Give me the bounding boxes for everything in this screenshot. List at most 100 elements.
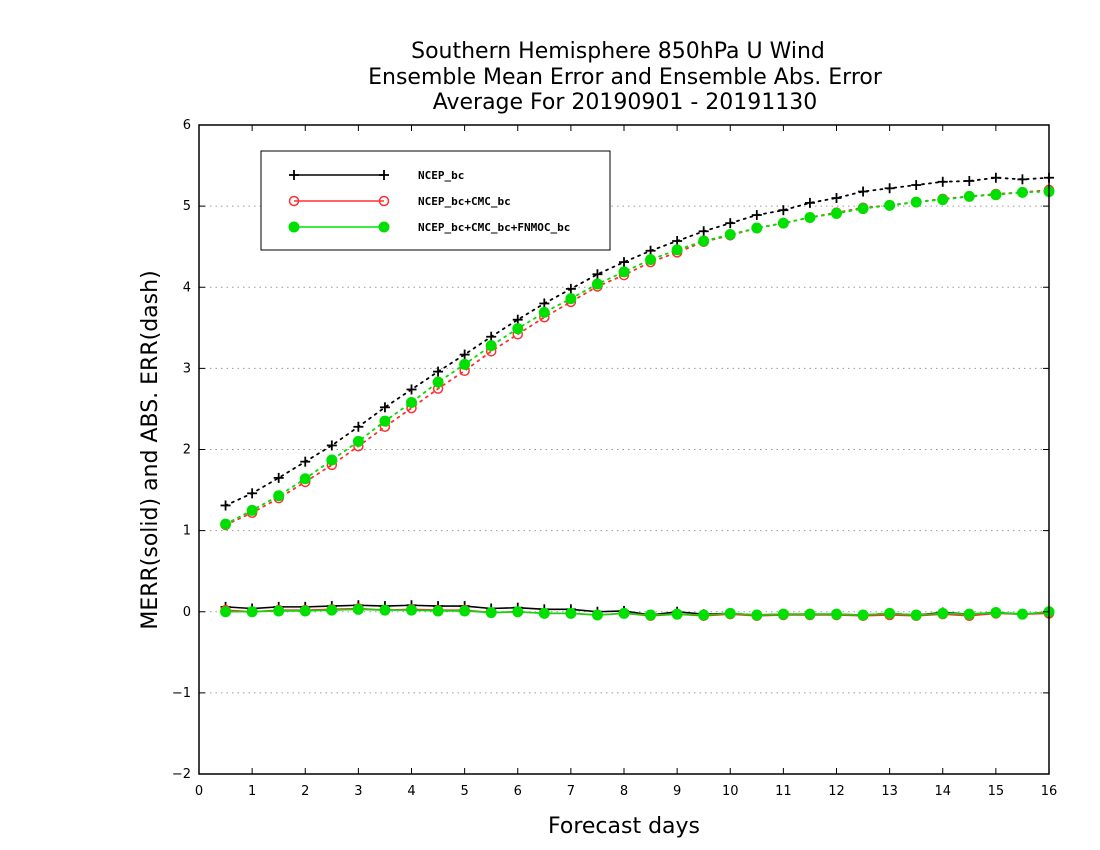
legend-marker xyxy=(288,221,300,233)
merr-point xyxy=(884,607,896,619)
legend-marker xyxy=(289,170,299,180)
abs-err-point xyxy=(459,358,471,370)
x-tick-label: 12 xyxy=(828,784,845,799)
abs-err-point xyxy=(964,175,975,186)
y-tick-label: 0 xyxy=(183,605,191,620)
abs-err-point xyxy=(352,435,364,447)
abs-err-point xyxy=(379,402,390,413)
legend-marker xyxy=(379,170,389,180)
merr-point xyxy=(220,606,232,618)
abs-err-point xyxy=(884,183,895,194)
series-1 xyxy=(220,184,1055,622)
abs-err-point xyxy=(406,384,417,395)
merr-point xyxy=(352,603,364,615)
abs-err-point xyxy=(858,186,869,197)
merr-point xyxy=(698,609,710,621)
title-line-2: Ensemble Mean Error and Ensemble Abs. Er… xyxy=(368,65,883,90)
abs-err-point xyxy=(777,217,789,229)
merr-point xyxy=(432,605,444,617)
abs-err-point xyxy=(990,172,1001,183)
abs-err-point xyxy=(591,278,603,290)
merr-point xyxy=(910,609,922,621)
abs-err-point xyxy=(937,176,948,187)
abs-err-point xyxy=(1017,174,1028,185)
abs-err-point xyxy=(539,298,550,309)
legend-label: NCEP_bc xyxy=(418,169,464,182)
x-tick-label: 1 xyxy=(248,784,256,799)
x-tick-label: 2 xyxy=(301,784,309,799)
abs-err-point xyxy=(963,190,975,202)
abs-err-point xyxy=(433,366,444,377)
abs-err-point xyxy=(645,245,656,256)
x-tick-label: 3 xyxy=(354,784,362,799)
x-axis-label: Forecast days xyxy=(548,814,700,839)
abs-err-point xyxy=(432,376,444,388)
y-tick-label: 3 xyxy=(183,361,191,376)
abs-err-point xyxy=(379,415,391,427)
x-tick-label: 13 xyxy=(881,784,898,799)
x-tick-label: 15 xyxy=(988,784,1005,799)
y-axis-label: MERR(solid) and ABS. ERR(dash) xyxy=(138,270,163,629)
x-tick-label: 14 xyxy=(934,784,951,799)
abs-err-point xyxy=(512,323,524,335)
abs-err-point xyxy=(565,293,577,305)
abs-err-point xyxy=(220,500,231,511)
merr-point xyxy=(326,604,338,616)
merr-point xyxy=(406,604,417,616)
y-tick-label: 1 xyxy=(183,524,191,539)
merr-point xyxy=(246,606,258,618)
merr-point xyxy=(618,607,630,619)
abs-err-point xyxy=(1016,186,1028,198)
abs-err-point xyxy=(299,473,311,485)
chart-title: Southern Hemisphere 850hPa U Wind Ensemb… xyxy=(368,39,883,115)
merr-point xyxy=(990,607,1002,619)
y-tick-label: 5 xyxy=(183,199,191,214)
abs-err-point xyxy=(220,518,232,530)
legend-marker xyxy=(378,221,390,233)
merr-point xyxy=(591,609,603,621)
abs-err-point xyxy=(326,440,337,451)
abs-err-point xyxy=(831,193,842,204)
abs-err-point xyxy=(565,283,576,294)
x-tick-label: 9 xyxy=(673,784,681,799)
abs-err-point xyxy=(698,235,710,247)
y-tick-label: 6 xyxy=(183,118,191,133)
merr-point xyxy=(804,608,816,620)
merr-point xyxy=(937,607,949,619)
x-tick-label: 5 xyxy=(460,784,468,799)
abs-err-point xyxy=(619,257,629,268)
abs-err-point xyxy=(247,488,258,499)
abs-err-point xyxy=(485,340,497,352)
x-tick-label: 11 xyxy=(775,784,792,799)
x-tick-label: 8 xyxy=(620,784,628,799)
merr-point xyxy=(751,609,763,621)
series-layer xyxy=(220,172,1055,622)
merr-point xyxy=(724,607,736,619)
abs-err-point xyxy=(804,197,815,208)
legend-marker xyxy=(378,195,390,207)
abs-err-point xyxy=(778,205,789,216)
abs-err-point xyxy=(538,306,550,318)
title-line-3: Average For 20190901 - 20191130 xyxy=(433,90,818,115)
abs-err-point xyxy=(406,396,417,408)
merr-point xyxy=(459,605,471,617)
merr-point xyxy=(565,607,577,619)
x-tick-label: 0 xyxy=(195,784,203,799)
legend: NCEP_bc NCEP_bc+CMC_bc NCEP_bc+CMC_bc+FNMO… xyxy=(260,150,611,251)
merr-point xyxy=(538,607,550,619)
merr-point xyxy=(963,608,975,620)
abs-err-point xyxy=(353,421,364,432)
legend-item-0: NCEP_bc xyxy=(289,169,464,182)
x-tick-label: 7 xyxy=(567,784,575,799)
merr-point xyxy=(299,605,311,617)
x-tick-label: 16 xyxy=(1041,784,1058,799)
abs-err-point xyxy=(326,454,338,466)
abs-err-point xyxy=(273,472,284,483)
abs-err-point xyxy=(671,244,683,256)
legend-label: NCEP_bc+CMC_bc+FNMOC_bc xyxy=(418,221,570,234)
legend-item-1: NCEP_bc+CMC_bc xyxy=(288,195,511,208)
merr-point xyxy=(857,609,869,621)
abs-err-point xyxy=(831,207,842,219)
abs-err-point xyxy=(300,456,311,467)
